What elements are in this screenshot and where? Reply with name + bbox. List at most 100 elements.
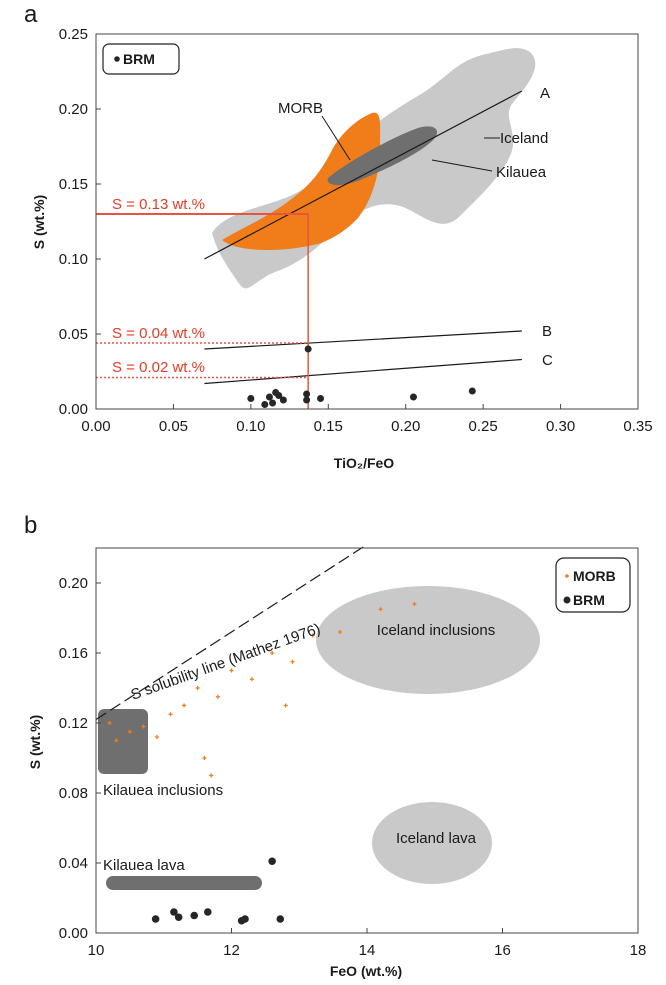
morb-point [107,721,112,725]
brm-point-b [276,915,285,923]
brm-point [265,393,273,401]
panel-b-legend [555,557,631,613]
panel-b-y-label: S (wt.%) [27,715,43,769]
panel-a-x-label: TiO₂/FeO [334,455,395,471]
brm-point [303,390,311,398]
kilauea-lava-region [106,876,262,890]
legend-brm-marker [114,56,120,62]
b-ytick-label: 0.04 [59,855,88,872]
a-ytick-label: 0.05 [59,326,88,343]
morb-point [283,703,288,708]
brm-point-b [190,911,199,920]
morb-point [290,659,295,664]
morb-point [270,651,275,655]
b-ytick-label: 0.16 [59,645,88,662]
a-xtick-label: 0.10 [236,418,265,435]
a-xtick-label: 0.30 [546,418,575,435]
brm-point-b [170,908,178,916]
kilauea-lava-label: Kilauea lava [103,857,185,874]
panel-a-label: a [24,1,38,28]
morb-point [195,686,200,690]
iceland-label: Iceland [500,130,548,147]
brm-point [468,387,476,395]
morb-point [202,756,207,760]
b-ytick-label: 0.20 [59,575,88,592]
brm-point-b [203,908,212,916]
morb-leader [321,115,351,161]
a-xtick-label: 0.00 [81,418,110,435]
morb-point [310,633,315,638]
a-ytick-label: 0.00 [59,401,88,418]
s-004-annotation: S = 0.04 wt.% [112,325,205,342]
b-xtick-label: 12 [223,942,240,959]
b-xtick-label: 16 [494,942,511,959]
legend-brm-label-b: BRM [573,592,605,608]
kilauea-inclusions-region [98,709,148,774]
iceland-lava-label: Iceland lava [396,830,477,847]
line-c-label: C [542,352,553,369]
brm-point [261,401,269,408]
morb-region [222,112,381,250]
a-ytick-label: 0.20 [59,101,88,118]
morb-point [249,677,254,682]
morb-point [215,694,220,699]
kilauea-region [327,126,438,186]
a-ytick-label: 0.25 [59,26,88,43]
kilauea-label: Kilauea [496,164,547,181]
iceland-inclusions-label: Iceland inclusions [377,622,495,639]
iceland-lava-region [372,802,492,884]
legend-brm-marker-b [563,596,571,604]
b-ytick-label: 0.08 [59,785,88,802]
morb-point [168,712,173,717]
kilauea-leader [431,159,493,172]
morb-point [154,735,159,739]
b-xtick-label: 18 [630,942,647,959]
legend-brm-label: BRM [123,51,155,67]
brm-point [275,392,283,399]
panel-b: b Iceland inclusions Iceland lava Kilaue… [24,512,646,979]
panel-a-legend [102,43,180,75]
brm-point [304,345,312,353]
a-xtick-label: 0.15 [314,418,343,435]
a-xtick-label: 0.05 [159,418,188,435]
s-013-annotation: S = 0.13 wt.% [112,196,205,213]
a-ytick-label: 0.15 [59,176,88,193]
legend-morb-label: MORB [573,568,616,584]
kilauea-inclusions-label: Kilauea inclusions [103,782,223,799]
a-ytick-label: 0.10 [59,251,88,268]
morb-point [209,773,214,778]
panel-b-label: b [24,512,37,539]
a-xtick-label: 0.20 [391,418,420,435]
morb-point [141,724,146,729]
reference-line-c [204,358,522,385]
panel-a-y-label: S (wt.%) [31,195,47,249]
panel-a-axes-frame [95,33,639,410]
brm-point [317,395,325,402]
morb-point [182,703,187,708]
line-b-label: B [542,323,552,340]
morb-label: MORB [278,100,323,117]
reference-line-b [204,330,522,350]
a-xtick-label: 0.35 [623,418,652,435]
morb-point [337,630,342,634]
morb-point [127,729,132,734]
s-002-annotation: S = 0.02 wt.% [112,359,205,376]
morb-point [229,668,234,673]
panel-b-x-label: FeO (wt.%) [330,963,402,979]
brm-point-b [151,915,160,923]
brm-point-b [174,913,183,922]
brm-point [303,396,311,404]
brm-point [279,396,287,404]
iceland-inclusions-region [316,586,540,694]
line-a-label: A [540,85,550,102]
brm-point-b [241,915,249,923]
brm-point-b [268,857,276,866]
reference-line-a [204,90,523,260]
a-xtick-label: 0.25 [469,418,498,435]
brm-point [269,399,277,407]
iceland-inclusions-label-line: Iceland inclusions [377,622,495,639]
legend-morb-marker [565,574,569,578]
b-xtick-label: 14 [359,942,376,959]
morb-point [114,738,119,743]
